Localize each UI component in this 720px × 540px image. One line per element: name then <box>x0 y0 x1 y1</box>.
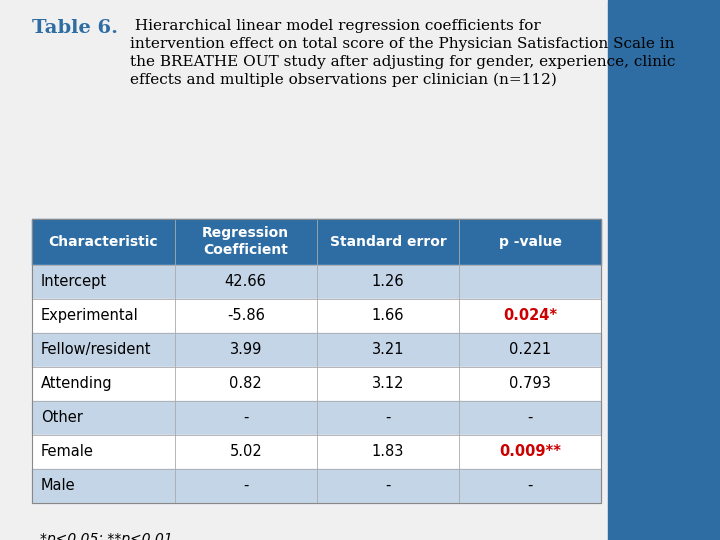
Text: -5.86: -5.86 <box>227 308 265 323</box>
Text: 1.26: 1.26 <box>372 274 404 289</box>
Text: Fellow/resident: Fellow/resident <box>41 342 151 357</box>
Text: -: - <box>385 478 390 493</box>
Text: 1.66: 1.66 <box>372 308 404 323</box>
Text: 0.009**: 0.009** <box>499 444 561 459</box>
Text: Male: Male <box>41 478 76 493</box>
Text: Female: Female <box>41 444 94 459</box>
Text: Other: Other <box>41 410 83 425</box>
Text: 0.221: 0.221 <box>509 342 552 357</box>
Text: -: - <box>243 478 248 493</box>
Text: Regression
Coefficient: Regression Coefficient <box>202 226 289 257</box>
Text: -: - <box>385 410 390 425</box>
Text: 42.66: 42.66 <box>225 274 266 289</box>
Text: 3.12: 3.12 <box>372 376 404 391</box>
Text: 3.99: 3.99 <box>230 342 262 357</box>
Text: Characteristic: Characteristic <box>49 235 158 248</box>
Text: Table 6.: Table 6. <box>32 19 118 37</box>
Text: -: - <box>528 478 533 493</box>
Text: 0.82: 0.82 <box>230 376 262 391</box>
Text: Attending: Attending <box>41 376 112 391</box>
Text: 0.024*: 0.024* <box>503 308 557 323</box>
Text: Standard error: Standard error <box>330 235 446 248</box>
Text: Hierarchical linear model regression coefficients for
intervention effect on tot: Hierarchical linear model regression coe… <box>130 19 675 87</box>
Text: -: - <box>243 410 248 425</box>
Text: -: - <box>528 410 533 425</box>
Text: p -value: p -value <box>498 235 562 248</box>
Text: Experimental: Experimental <box>41 308 139 323</box>
Text: 5.02: 5.02 <box>230 444 262 459</box>
Text: 3.21: 3.21 <box>372 342 404 357</box>
Text: Intercept: Intercept <box>41 274 107 289</box>
Text: 0.793: 0.793 <box>509 376 551 391</box>
Text: *p<0.05; **p<0.01: *p<0.05; **p<0.01 <box>40 532 172 540</box>
Text: 1.83: 1.83 <box>372 444 404 459</box>
